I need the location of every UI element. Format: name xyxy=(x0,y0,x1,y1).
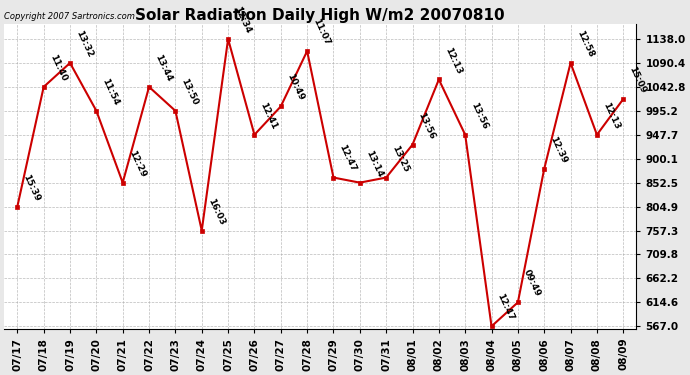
Text: 15:39: 15:39 xyxy=(21,172,42,202)
Text: 13:56: 13:56 xyxy=(469,101,490,130)
Text: 12:39: 12:39 xyxy=(549,135,569,165)
Text: 11:40: 11:40 xyxy=(48,53,68,83)
Text: 12:13: 12:13 xyxy=(601,101,621,130)
Text: 13:14: 13:14 xyxy=(364,148,384,178)
Text: 13:44: 13:44 xyxy=(153,53,174,83)
Text: 12:29: 12:29 xyxy=(127,148,147,178)
Text: 12:47: 12:47 xyxy=(337,143,358,173)
Text: 12:58: 12:58 xyxy=(575,29,595,59)
Text: 09:49: 09:49 xyxy=(522,268,542,298)
Text: 12:34: 12:34 xyxy=(233,5,253,35)
Text: 16:03: 16:03 xyxy=(206,197,226,226)
Text: 13:32: 13:32 xyxy=(75,29,95,59)
Text: Copyright 2007 Sartronics.com: Copyright 2007 Sartronics.com xyxy=(4,12,135,21)
Text: 11:54: 11:54 xyxy=(101,77,121,106)
Text: 12:47: 12:47 xyxy=(495,292,516,322)
Text: 12:13: 12:13 xyxy=(443,46,463,75)
Title: Solar Radiation Daily High W/m2 20070810: Solar Radiation Daily High W/m2 20070810 xyxy=(135,8,505,23)
Text: 15:09: 15:09 xyxy=(627,65,648,95)
Text: 13:56: 13:56 xyxy=(417,111,437,141)
Text: 12:41: 12:41 xyxy=(259,101,279,130)
Text: 10:49: 10:49 xyxy=(285,72,305,102)
Text: 11:07: 11:07 xyxy=(311,17,332,47)
Text: 13:25: 13:25 xyxy=(391,144,411,173)
Text: 13:50: 13:50 xyxy=(179,77,200,106)
